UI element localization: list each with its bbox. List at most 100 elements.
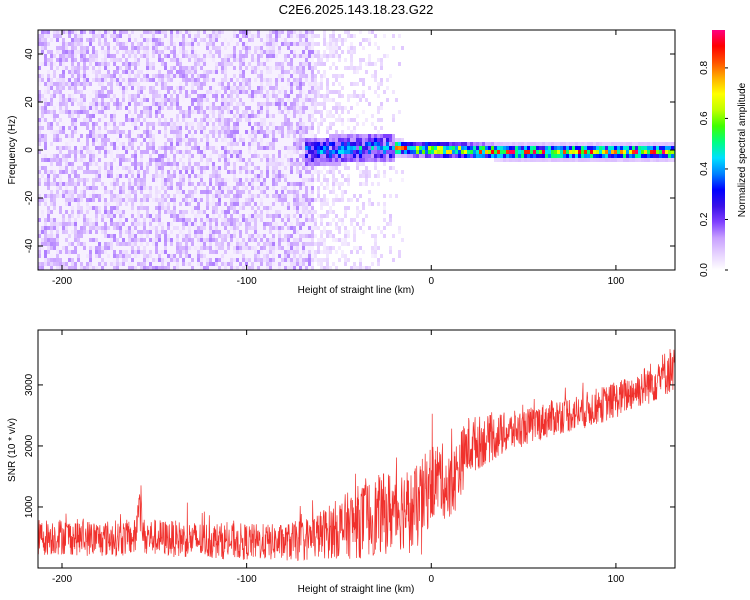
spectrogram-cell [281,134,284,138]
spectrogram-cell [77,198,80,202]
spectrogram-cell [74,94,77,98]
spectrogram-cell [80,142,83,146]
spectrogram-cell [203,246,206,250]
spectrogram-cell [170,82,173,86]
spectrogram-cell [188,82,191,86]
spectrogram-cell [278,162,281,166]
spectrogram-cell [203,90,206,94]
spectrogram-cell [53,34,56,38]
spectrogram-cell [191,222,194,226]
spectrogram-cell [206,46,209,50]
spectrogram-cell [74,58,77,62]
spectrogram-cell [227,46,230,50]
spectrogram-cell [164,46,167,50]
spectrogram-cell [50,118,53,122]
spectrogram-cell [212,146,215,150]
spectrogram-cell [257,262,260,266]
spectrogram-cell [266,238,269,242]
spectrogram-cell [278,142,281,146]
spectrogram-cell [71,266,74,270]
spectrogram-cell [50,230,53,234]
spectrogram-cell [209,218,212,222]
spectrogram-cell [155,110,158,114]
spectrogram-cell [62,70,65,74]
spectrogram-cell [161,102,164,106]
spectrogram-cell [245,210,248,214]
spectrogram-cell [200,50,203,54]
spectrogram-cell [86,118,89,122]
spectrogram-cell [158,154,161,158]
spectrogram-cell [146,42,149,46]
spectrogram-cell [170,210,173,214]
spectrogram-cell [152,222,155,226]
spectrogram-cell [155,38,158,42]
spectrogram-cell [38,170,41,174]
spectrogram-cell [191,162,194,166]
spectrogram-cell [266,90,269,94]
spectrogram-cell [92,162,95,166]
spectrogram-cell [44,30,47,34]
spectrogram-cell [239,82,242,86]
spectrogram-cell [188,78,191,82]
spectrogram-cell [239,162,242,166]
spectrogram-cell [188,242,191,246]
spectrogram-cell [59,110,62,114]
spectrogram-cell [131,142,134,146]
spectrogram-cell [263,150,266,154]
spectrogram-cell [110,142,113,146]
spectrogram-cell [89,30,92,34]
spectrogram-cell [278,78,281,82]
spectrogram-cell [236,50,239,54]
spectrogram-cell [275,158,278,162]
spectrogram-cell [170,86,173,90]
spectrogram-cell [149,118,152,122]
spectrogram-cell [179,126,182,130]
spectrogram-cell [101,266,104,270]
spectrogram-cell [68,130,71,134]
spectrogram-cell [173,202,176,206]
spectrogram-cell [140,262,143,266]
spectrogram-cell [38,122,41,126]
spectrogram-cell [62,58,65,62]
spectrogram-cell [248,182,251,186]
spectrogram-cell [251,174,254,178]
spectrogram-cell [44,222,47,226]
spectrogram-cell [185,158,188,162]
spectrogram-cell [140,182,143,186]
spectrogram-cell [56,170,59,174]
spectrogram-cell [89,198,92,202]
spectrogram-cell [119,206,122,210]
spectrogram-cell [269,234,272,238]
spectrogram-cell [56,114,59,118]
spectrogram-cell [47,106,50,110]
spectrogram-cell [200,238,203,242]
spectrogram-cell [122,106,125,110]
spectrogram-cell [230,38,233,42]
spectrogram-cell [281,34,284,38]
spectrogram-cell [44,150,47,154]
spectrogram-cell [89,186,92,190]
spectrogram-cell [47,38,50,42]
spectrogram-cell [161,34,164,38]
spectrogram-cell [200,66,203,70]
spectrogram-cell [167,74,170,78]
spectrogram-cell [218,238,221,242]
spectrogram-cell [131,182,134,186]
spectrogram-cell [173,122,176,126]
spectrogram-cell [251,82,254,86]
spectrogram-cell [257,102,260,106]
spectrogram-cell [95,250,98,254]
spectrogram-cell [251,246,254,250]
spectrogram-cell [149,86,152,90]
spectrogram-cell [110,238,113,242]
spectrogram-cell [38,90,41,94]
spectrogram-cell [74,30,77,34]
spectrogram-cell [74,222,77,226]
spectrogram-cell [248,30,251,34]
spectrogram-cell [101,250,104,254]
spectrogram-cell [239,74,242,78]
spectrogram-cell [176,138,179,142]
spectrogram-cell [179,226,182,230]
spectrogram-cell [125,150,128,154]
spectrogram-cell [224,158,227,162]
